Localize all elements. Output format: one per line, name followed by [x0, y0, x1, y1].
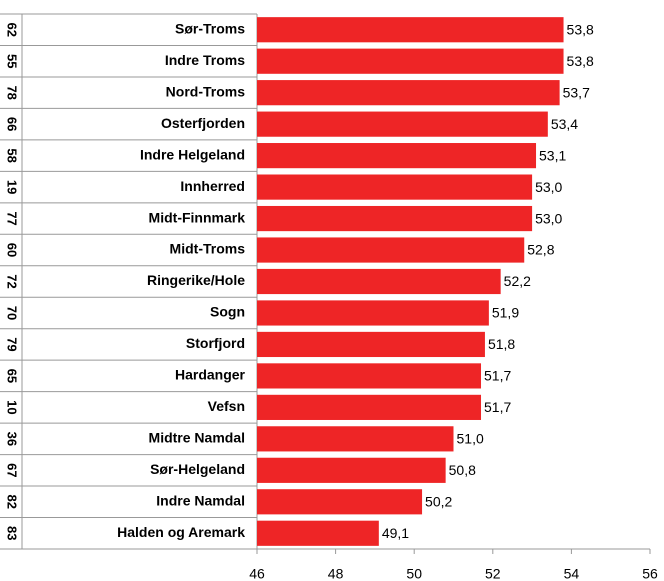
x-tick-label: 46: [249, 566, 265, 581]
category-label: Hardanger: [175, 367, 246, 383]
value-label: 51,9: [492, 305, 519, 321]
bar: [257, 394, 482, 420]
bar: [257, 489, 423, 515]
region-code: 60: [5, 243, 20, 257]
category-label: Sør-Troms: [175, 20, 245, 36]
category-label: Sør-Helgeland: [150, 461, 245, 477]
value-label: 53,0: [535, 210, 562, 226]
region-code: 67: [5, 463, 20, 477]
bar: [257, 363, 482, 389]
category-label: Midt-Troms: [170, 241, 246, 257]
category-label: Storfjord: [186, 335, 245, 351]
bar: [257, 300, 489, 326]
value-label: 51,8: [488, 336, 515, 352]
category-label: Sogn: [210, 304, 245, 320]
value-label: 53,1: [539, 147, 566, 163]
value-label: 51,7: [484, 399, 511, 415]
region-code: 72: [5, 274, 20, 288]
region-code: 70: [5, 306, 20, 320]
bar: [257, 457, 446, 483]
region-code: 78: [5, 85, 20, 99]
value-label: 53,0: [535, 179, 562, 195]
region-code: 83: [5, 526, 20, 540]
category-label: Osterfjorden: [161, 115, 245, 131]
value-label: 50,8: [449, 462, 476, 478]
region-code: 62: [5, 23, 20, 37]
value-label: 53,7: [563, 84, 590, 100]
value-label: 51,0: [457, 431, 484, 447]
x-tick-label: 54: [564, 566, 580, 581]
bar: [257, 520, 379, 546]
bar: [257, 48, 564, 74]
bar: [257, 205, 533, 232]
value-label: 50,2: [425, 493, 452, 509]
region-code: 55: [5, 54, 20, 68]
category-label: Indre Helgeland: [140, 146, 245, 162]
region-code: 82: [5, 495, 20, 509]
bar: [257, 268, 501, 295]
value-label: 53,4: [551, 116, 578, 132]
bar: [257, 237, 525, 263]
region-code: 19: [5, 180, 20, 194]
x-tick-label: 56: [642, 566, 658, 581]
region-code: 79: [5, 337, 20, 351]
region-code: 65: [5, 369, 20, 383]
region-code: 77: [5, 211, 20, 225]
category-label: Midtre Namdal: [149, 430, 245, 446]
value-label: 52,8: [527, 242, 554, 258]
bar: [257, 80, 560, 106]
category-label: Indre Namdal: [156, 492, 245, 508]
x-tick-label: 52: [485, 566, 501, 581]
bar: [257, 17, 564, 43]
region-code: 58: [5, 148, 20, 162]
category-label: Midt-Finnmark: [149, 209, 246, 225]
bar: [257, 143, 537, 169]
category-label: Vefsn: [208, 398, 245, 414]
value-label: 51,7: [484, 368, 511, 384]
value-label: 49,1: [382, 525, 409, 541]
category-label: Ringerike/Hole: [147, 272, 245, 288]
x-tick-label: 50: [406, 566, 422, 581]
bar: [257, 426, 454, 452]
bar: [257, 111, 548, 137]
category-label: Nord-Troms: [166, 83, 246, 99]
region-code: 10: [5, 400, 20, 414]
region-code: 36: [5, 432, 20, 446]
value-label: 53,8: [567, 53, 594, 69]
category-label: Indre Troms: [165, 52, 245, 68]
region-code: 66: [5, 117, 20, 131]
category-label: Halden og Aremark: [117, 524, 245, 540]
x-tick-label: 48: [328, 566, 344, 581]
category-label: Innherred: [180, 178, 245, 194]
bar: [257, 331, 485, 358]
value-label: 52,2: [504, 273, 531, 289]
value-label: 53,8: [567, 21, 594, 37]
bar: [257, 174, 533, 200]
